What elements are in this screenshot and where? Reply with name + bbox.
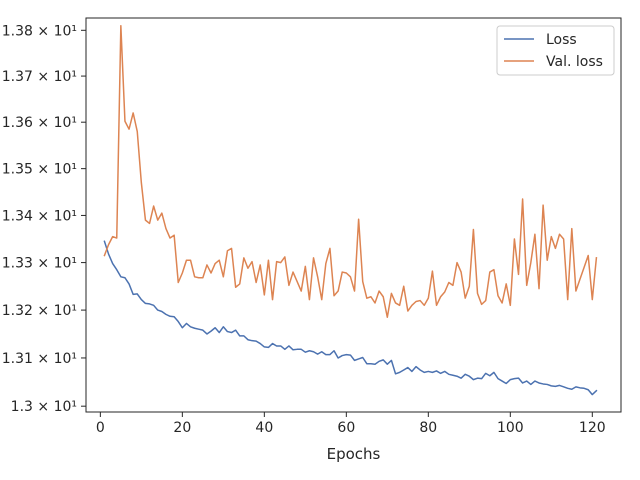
x-tick-label: 120	[579, 420, 606, 436]
y-tick-label: 1.35 × 10¹	[2, 162, 77, 178]
series-line-loss	[103, 240, 598, 396]
y-tick-label: 1.37 × 10¹	[2, 69, 77, 85]
x-axis: 0 20 40 60 80 100 120	[96, 412, 606, 436]
plot-lines	[103, 24, 598, 396]
y-axis: 1.3 × 10¹ 1.31 × 10¹ 1.32 × 10¹ 1.33 × 10¹ 1…	[2, 23, 86, 415]
y-tick-label: 1.36 × 10¹	[2, 115, 77, 131]
x-tick-label: 40	[255, 420, 273, 436]
y-tick-label: 1.3 × 10¹	[11, 399, 77, 415]
y-tick-label: 1.31 × 10¹	[2, 351, 77, 367]
x-axis-label: Epochs	[327, 445, 381, 463]
y-tick-label: 1.34 × 10¹	[2, 208, 77, 224]
legend-label-val-loss: Val. loss	[546, 54, 603, 70]
x-tick-label: 80	[419, 420, 437, 436]
x-tick-label: 0	[96, 420, 105, 436]
legend-label-loss: Loss	[546, 32, 577, 48]
y-tick-label: 1.33 × 10¹	[2, 256, 77, 272]
x-tick-label: 20	[173, 420, 191, 436]
series-line-val-loss	[103, 24, 598, 318]
x-tick-label: 100	[497, 420, 524, 436]
legend: Loss Val. loss	[496, 25, 615, 76]
plot-frame	[85, 17, 622, 413]
y-tick-label: 1.38 × 10¹	[2, 23, 77, 39]
x-tick-label: 60	[337, 420, 355, 436]
y-tick-label: 1.32 × 10¹	[2, 303, 77, 319]
